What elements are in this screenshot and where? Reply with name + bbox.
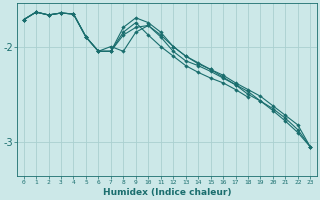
X-axis label: Humidex (Indice chaleur): Humidex (Indice chaleur) xyxy=(103,188,231,197)
